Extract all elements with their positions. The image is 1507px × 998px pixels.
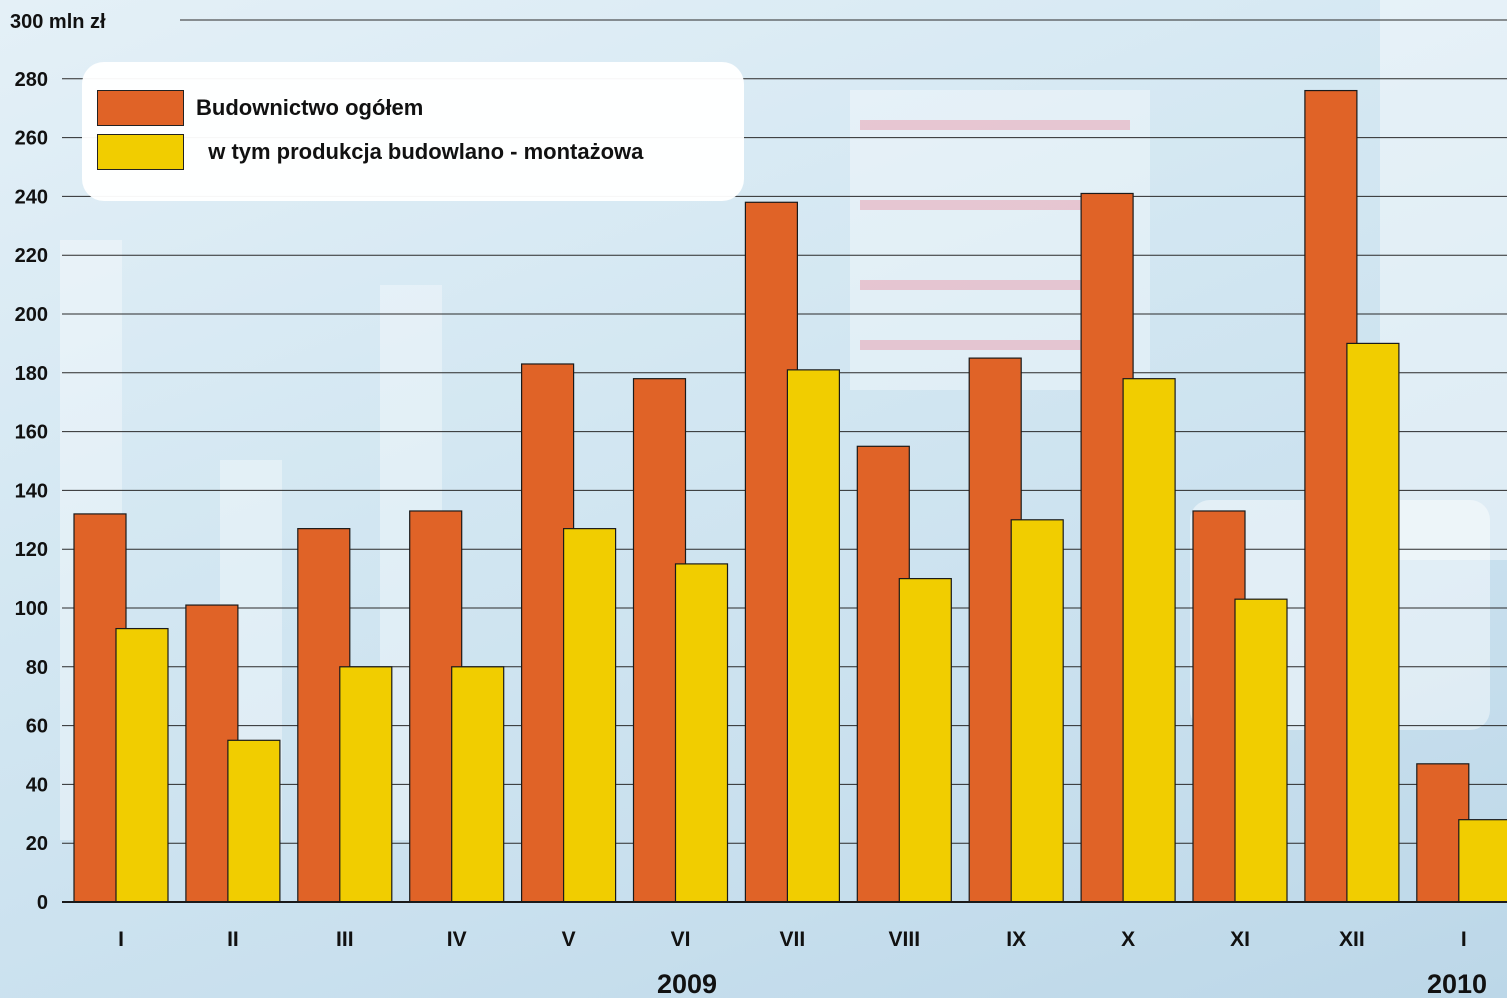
legend-item-produkcja: w tym produkcja budowlano - montażowa <box>97 133 643 171</box>
y-tick-label: 180 <box>15 363 48 385</box>
y-tick-label: 80 <box>26 657 48 679</box>
y-axis-unit-label: 300 mln zł <box>10 11 106 33</box>
legend-label: w tym produkcja budowlano - montażowa <box>196 139 644 164</box>
bar-produkcja <box>562 528 617 903</box>
x-tick-label: I <box>118 928 124 951</box>
y-tick-label: 100 <box>15 598 48 620</box>
bar-produkcja <box>898 577 952 903</box>
bar-produkcja <box>1010 519 1064 903</box>
bar-produkcja <box>1234 598 1288 903</box>
y-tick-label: 280 <box>15 69 48 91</box>
x-tick-label: V <box>562 928 576 951</box>
y-tick-label: 240 <box>15 186 48 208</box>
y-tick-label: 60 <box>26 716 48 738</box>
y-tick-label: 0 <box>37 892 48 914</box>
bar-produkcja <box>1458 819 1507 903</box>
y-tick-label: 160 <box>15 422 48 444</box>
bar-produkcja <box>451 666 505 903</box>
x-tick-label: III <box>336 928 354 951</box>
y-tick-label: 120 <box>15 539 48 561</box>
bar-produkcja <box>1122 378 1176 903</box>
y-tick-label: 40 <box>26 774 48 796</box>
y-tick-label: 140 <box>15 480 48 502</box>
x-tick-label: IV <box>447 928 467 951</box>
x-tick-label: XI <box>1230 928 1250 951</box>
x-tick-label: VI <box>671 928 691 951</box>
y-tick-label: 200 <box>15 304 48 326</box>
legend-label: Budownictwo ogółem <box>196 95 424 120</box>
bar-produkcja <box>227 739 281 903</box>
bar-produkcja <box>674 563 729 903</box>
bar-produkcja <box>115 627 169 903</box>
x-tick-label: VIII <box>889 928 921 951</box>
bar-produkcja <box>1346 342 1400 903</box>
x-tick-label: I <box>1461 928 1467 951</box>
y-tick-label: 20 <box>26 833 48 855</box>
x-tick-label: II <box>227 928 239 951</box>
legend: Budownictwo ogółem w tym produkcja budow… <box>82 62 744 201</box>
legend-item-budownictwo: Budownictwo ogółem <box>97 89 423 127</box>
legend-swatch-yellow <box>97 134 184 170</box>
year-label: 2010 <box>1427 969 1487 998</box>
bar-produkcja <box>339 666 393 903</box>
year-label: 2009 <box>657 969 717 998</box>
x-tick-label: XII <box>1339 928 1365 951</box>
x-tick-label: X <box>1121 928 1135 951</box>
y-tick-label: 260 <box>15 128 48 150</box>
bar-produkcja <box>786 369 841 903</box>
legend-swatch-orange <box>97 90 184 126</box>
x-tick-label: VII <box>780 928 806 951</box>
x-tick-label: IX <box>1006 928 1026 951</box>
y-tick-label: 220 <box>15 245 48 267</box>
